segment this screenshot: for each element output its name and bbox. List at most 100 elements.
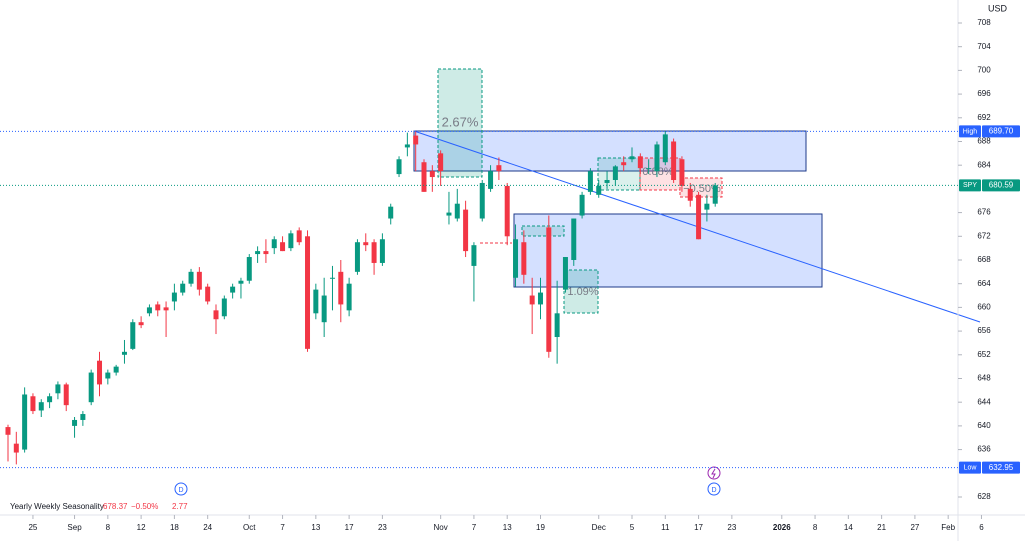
candle-body <box>421 162 427 192</box>
y-tick-label: 672 <box>977 231 991 240</box>
y-tick-label: 656 <box>977 326 991 335</box>
candle-body <box>63 384 69 406</box>
y-tick-label: 704 <box>977 42 991 51</box>
event-icon <box>711 468 716 479</box>
candle-body <box>180 283 186 293</box>
candle-body <box>562 257 568 290</box>
x-tick-label: 2026 <box>773 523 791 532</box>
candle-body <box>471 245 477 266</box>
x-tick-label: 14 <box>844 523 853 532</box>
zone-rect <box>513 213 823 288</box>
candle-body <box>263 251 269 255</box>
x-tick-label: 27 <box>910 523 919 532</box>
candle-body <box>97 360 103 385</box>
candle-body <box>704 203 710 210</box>
candle-body <box>105 372 111 379</box>
candle-body <box>654 144 660 172</box>
x-tick-label: 24 <box>203 523 212 532</box>
x-tick-label: 6 <box>979 523 984 532</box>
y-tick-label: 696 <box>977 89 991 98</box>
candle-body <box>646 168 652 170</box>
y-tick-label: 708 <box>977 18 991 27</box>
candle-body <box>321 295 327 323</box>
candle-body <box>205 286 211 302</box>
y-tick-label: 684 <box>977 160 991 169</box>
x-tick-label: 7 <box>280 523 285 532</box>
event-marker[interactable] <box>174 482 188 496</box>
candle-body <box>121 351 127 355</box>
x-tick-label: 18 <box>170 523 179 532</box>
candle-body <box>47 396 53 403</box>
event-icon[interactable] <box>707 466 721 480</box>
annotation: 1.09% <box>567 286 598 298</box>
price-label-box <box>959 125 981 138</box>
event-label: D <box>178 487 183 494</box>
y-tick-label: 660 <box>977 302 991 311</box>
candle-body <box>579 194 585 216</box>
x-tick-label: Feb <box>941 523 955 532</box>
y-tick-label: 668 <box>977 255 991 264</box>
y-tick-label: 644 <box>977 397 991 406</box>
x-tick-label: 23 <box>378 523 387 532</box>
candle-body <box>288 233 294 249</box>
y-tick-label: 700 <box>977 65 991 74</box>
candle-body <box>496 165 502 172</box>
candle-body <box>163 307 169 311</box>
x-tick-label: 12 <box>137 523 146 532</box>
candle-body <box>454 203 460 219</box>
zone-rect <box>413 130 807 172</box>
candle-body <box>554 313 560 338</box>
x-tick-label: 8 <box>813 523 818 532</box>
x-tick-label: 11 <box>661 523 670 532</box>
candle-body <box>546 227 552 352</box>
candle-body <box>513 239 519 278</box>
price-label-name: SPY <box>963 182 977 189</box>
price-value-box <box>982 461 1020 474</box>
y-tick-label: 636 <box>977 445 991 454</box>
candle-body <box>346 283 352 311</box>
candle-body <box>696 194 702 240</box>
candle-body <box>305 236 311 349</box>
x-tick-label: 21 <box>877 523 886 532</box>
candle-body <box>379 239 385 263</box>
price-label-box <box>959 179 981 192</box>
x-tick-label: 19 <box>536 523 545 532</box>
candle-body <box>604 180 610 183</box>
x-tick-label: 13 <box>311 523 320 532</box>
candle-body <box>113 366 119 373</box>
price-value: 689.70 <box>989 127 1014 136</box>
candle-body <box>371 242 377 263</box>
candle-body <box>363 242 369 246</box>
candle-body <box>80 414 86 420</box>
y-tick-label: 640 <box>977 421 991 430</box>
x-tick-label: Nov <box>434 523 448 532</box>
candle-body <box>637 156 643 169</box>
candle-body <box>88 372 94 403</box>
candle-body <box>188 271 194 284</box>
candle-body <box>30 396 36 412</box>
x-tick-label: Dec <box>592 523 606 532</box>
x-tick-label: 7 <box>472 523 477 532</box>
candle-body <box>354 242 360 272</box>
candle-body <box>671 141 677 181</box>
event-marker[interactable] <box>707 482 721 496</box>
price-value: 680.59 <box>989 181 1014 190</box>
candle-body <box>404 144 410 148</box>
candle-body <box>488 171 494 189</box>
candle-body <box>55 384 61 394</box>
indicator-change: −0.50% <box>131 502 158 511</box>
measure-box <box>437 68 483 178</box>
candle-body <box>479 182 485 219</box>
candle-body <box>504 185 510 237</box>
y-tick-label: 652 <box>977 350 991 359</box>
annotation: 2.67% <box>442 114 479 129</box>
candle-body <box>629 156 635 160</box>
x-tick-label: 23 <box>727 523 736 532</box>
candle-body <box>255 251 261 255</box>
candle-body <box>438 153 444 172</box>
candle-body <box>712 185 718 204</box>
indicator-name: Yearly Weekly Seasonality <box>10 502 104 511</box>
candle-body <box>221 298 227 317</box>
